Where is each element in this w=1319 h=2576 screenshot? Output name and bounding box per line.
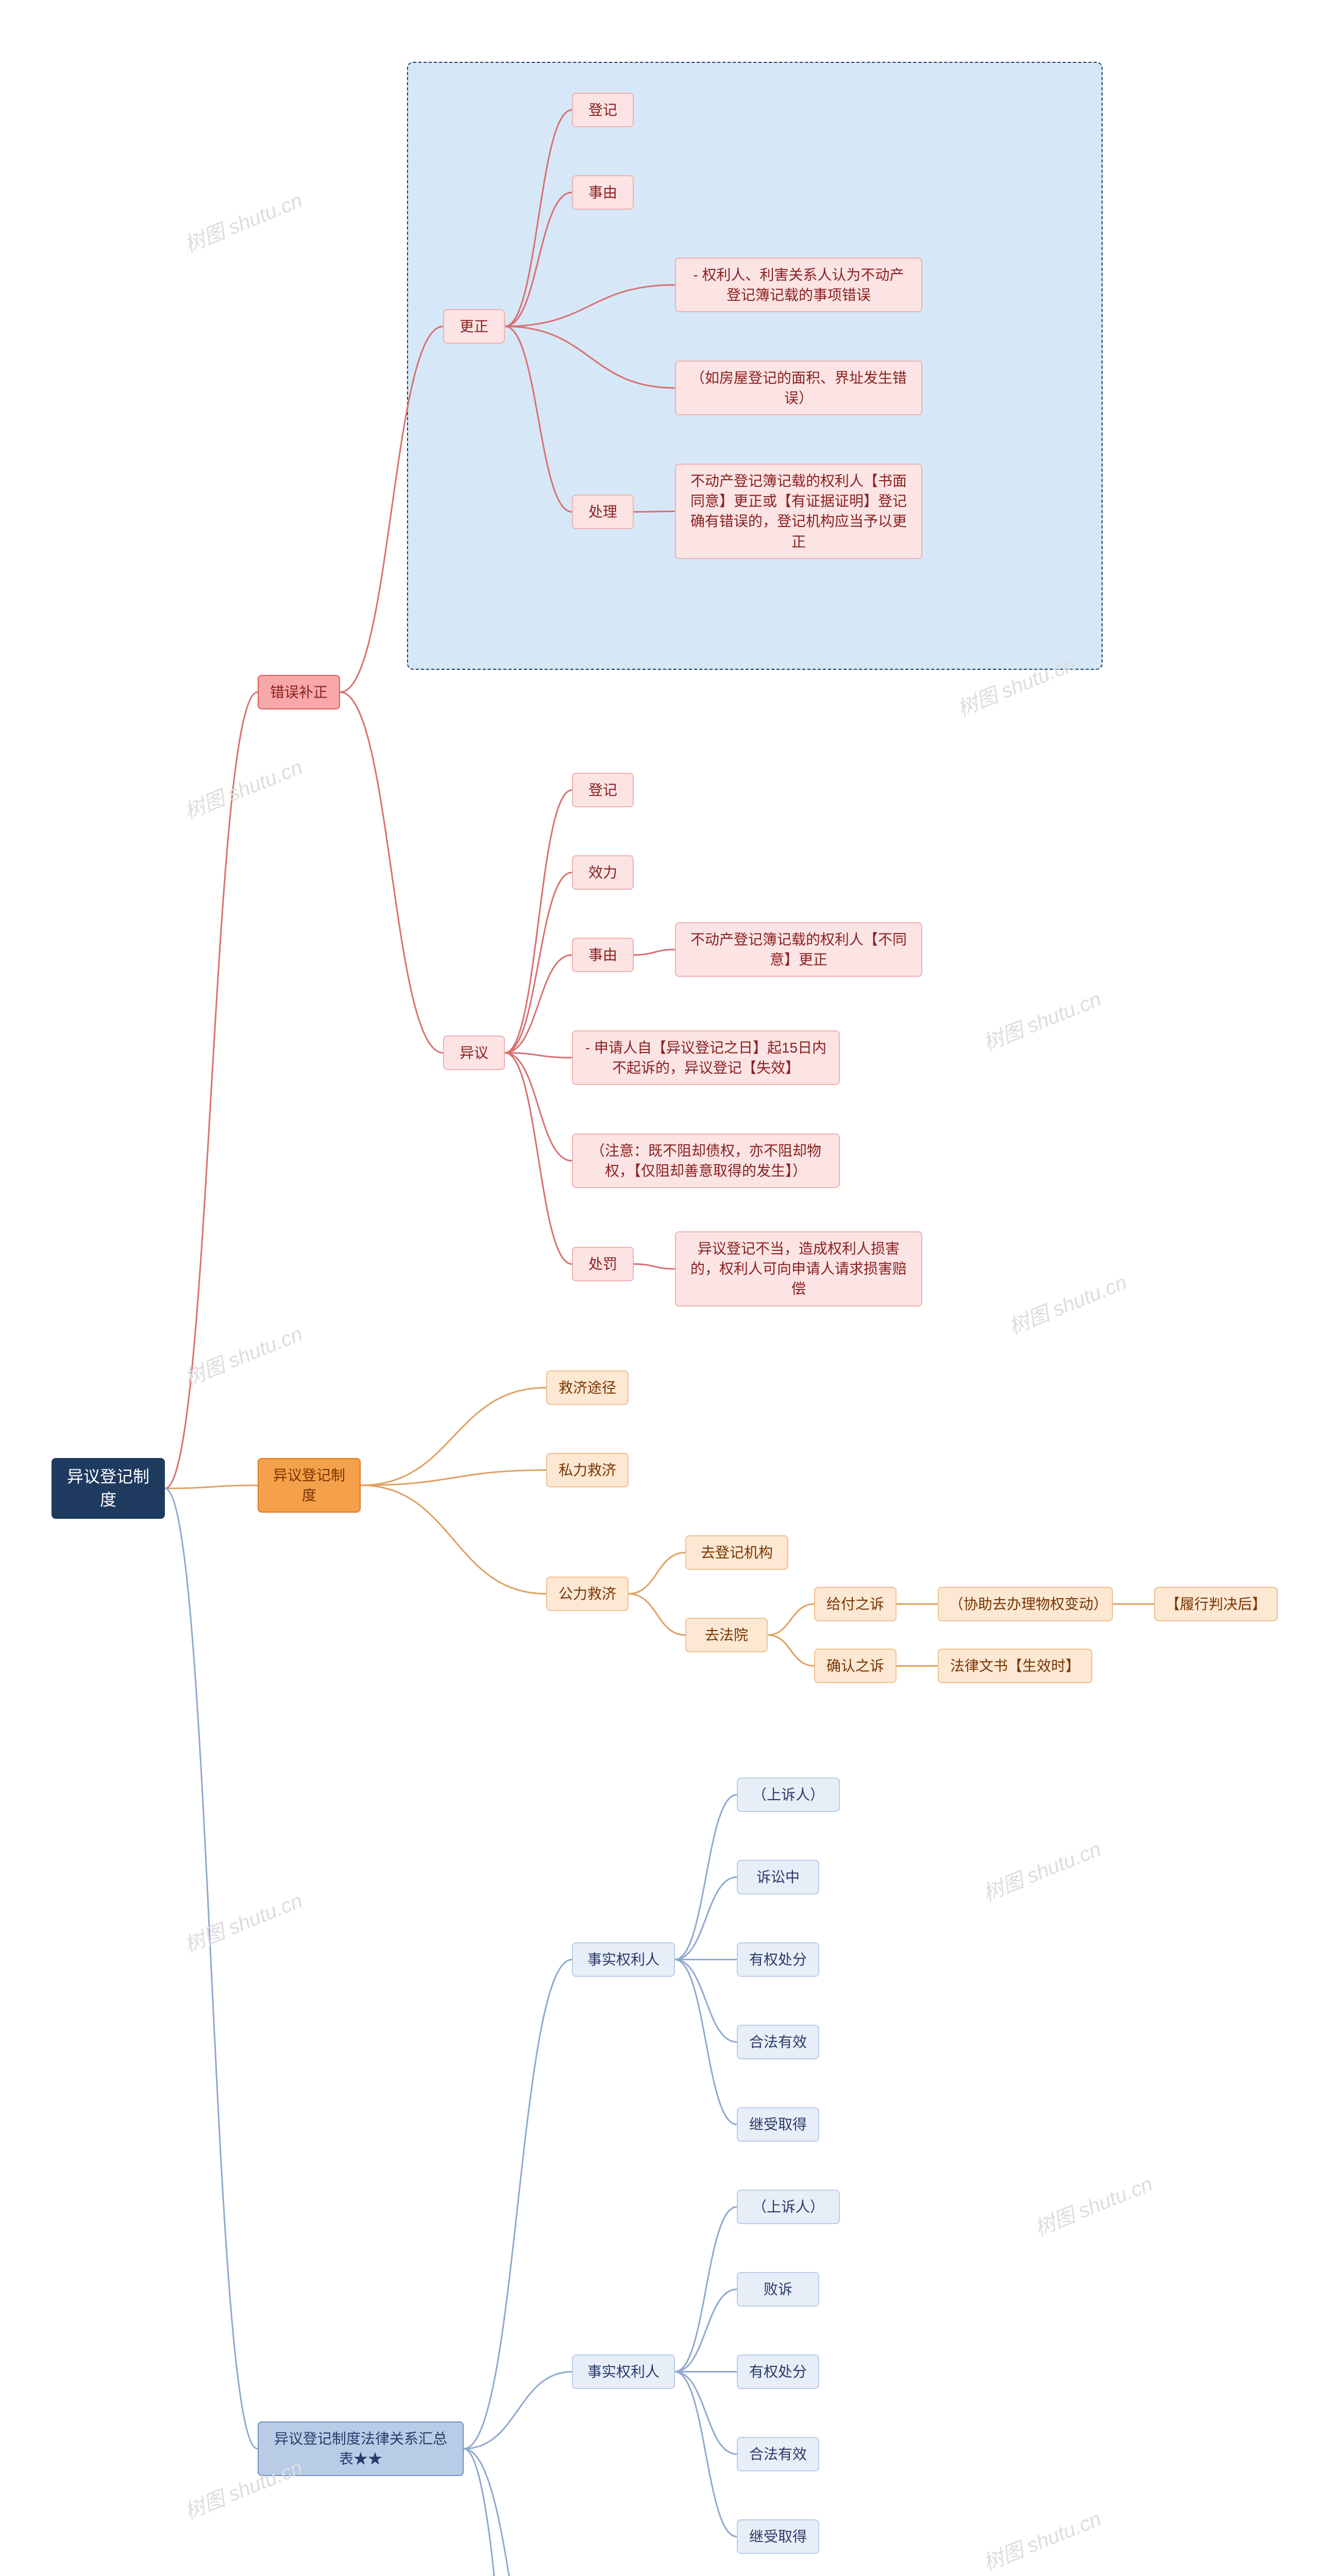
mindmap-node: 合法有效 <box>737 2437 819 2471</box>
mindmap-node: 异议登记制度 <box>258 1458 361 1513</box>
mindmap-node: 继受取得 <box>737 2519 819 2554</box>
mindmap-node: 处罚 <box>572 1247 634 1281</box>
mindmap-node: 异议 <box>443 1036 505 1070</box>
watermark-text: 树图 shutu.cn <box>179 751 306 825</box>
mindmap-node: （注意：既不阻却债权，亦不阻却物权，【仅阻却善意取得的发生】） <box>572 1133 840 1188</box>
watermark-text: 树图 shutu.cn <box>1029 2167 1156 2242</box>
mindmap-node: 有权处分 <box>737 1942 819 1977</box>
mindmap-node: - 权利人、利害关系人认为不动产登记簿记载的事项错误 <box>675 258 922 312</box>
mindmap-node: 给付之诉 <box>814 1587 897 1621</box>
mindmap-node: 继受取得 <box>737 2107 819 2142</box>
mindmap-node: 错误补正 <box>258 675 340 709</box>
mindmap-node: （上诉人） <box>737 2190 840 2224</box>
mindmap-node: 事由 <box>572 938 634 972</box>
watermark-text: 树图 shutu.cn <box>978 982 1105 1057</box>
mindmap-node: 更正 <box>443 309 505 344</box>
mindmap-node: 诉讼中 <box>737 1860 819 1894</box>
mindmap-node: 【履行判决后】 <box>1154 1587 1278 1621</box>
mindmap-node: 私力救济 <box>546 1453 629 1487</box>
mindmap-node: 事实权利人 <box>572 1942 675 1977</box>
mindmap-node: 事由 <box>572 175 634 210</box>
mindmap-node: - 申请人自【异议登记之日】起15日内不起诉的，异议登记【失效】 <box>572 1030 840 1085</box>
mindmap-node: 异议登记制度 <box>52 1458 165 1519</box>
watermark-text: 树图 shutu.cn <box>179 184 306 259</box>
mindmap-node: （如房屋登记的面积、界址发生错误） <box>675 361 922 415</box>
mindmap-node: 效力 <box>572 855 634 890</box>
mindmap-node: 合法有效 <box>737 2025 819 2059</box>
mindmap-node: 登记 <box>572 93 634 127</box>
mindmap-node: 有权处分 <box>737 2354 819 2389</box>
watermark-text: 树图 shutu.cn <box>179 1884 306 1959</box>
mindmap-node: （上诉人） <box>737 1777 840 1812</box>
mindmap-node: （协助去办理物权变动） <box>938 1587 1113 1621</box>
mindmap-node: 处理 <box>572 495 634 529</box>
mindmap-node: 登记 <box>572 773 634 807</box>
mindmap-node: 公力救济 <box>546 1577 629 1611</box>
mindmap-node: 救济途径 <box>546 1370 629 1405</box>
mindmap-node: 去登记机构 <box>685 1535 788 1570</box>
mindmap-node: 确认之诉 <box>814 1649 897 1683</box>
mindmap-node: 异议登记不当，造成权利人损害的，权利人可向申请人请求损害赔偿 <box>675 1231 922 1307</box>
mindmap-node: 不动产登记簿记载的权利人【不同意】更正 <box>675 922 922 977</box>
mindmap-node: 异议登记制度法律关系汇总表★★ <box>258 2421 464 2476</box>
mindmap-node: 败诉 <box>737 2272 819 2307</box>
watermark-text: 树图 shutu.cn <box>978 1833 1105 1907</box>
mindmap-node: 不动产登记簿记载的权利人【书面同意】更正或【有证据证明】登记确有错误的，登记机构… <box>675 464 922 559</box>
watermark-text: 树图 shutu.cn <box>1004 1266 1130 1341</box>
mindmap-node: 去法院 <box>685 1618 768 1652</box>
mindmap-node: 事实权利人 <box>572 2354 675 2389</box>
watermark-text: 树图 shutu.cn <box>179 1317 306 1392</box>
mindmap-node: 法律文书【生效时】 <box>938 1649 1092 1683</box>
watermark-text: 树图 shutu.cn <box>978 2502 1105 2576</box>
